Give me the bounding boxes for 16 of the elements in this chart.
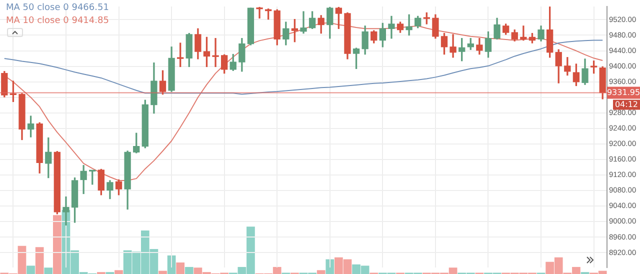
bar <box>158 270 167 274</box>
candlestick <box>177 42 184 68</box>
text: 04:12 <box>614 100 638 109</box>
ref-line-label: 9331.95 <box>606 88 640 97</box>
bar <box>26 266 35 274</box>
bar <box>44 268 53 274</box>
bar <box>326 259 334 274</box>
candlestick <box>423 12 430 24</box>
bar <box>35 247 44 274</box>
bar <box>184 266 194 274</box>
bar <box>53 215 62 274</box>
text: MA 50 close 0 9466.51 <box>6 3 109 13</box>
bar <box>176 262 185 274</box>
bar <box>316 270 326 274</box>
bar <box>114 270 123 274</box>
text: MA 10 close 0 9414.85 <box>6 16 109 26</box>
